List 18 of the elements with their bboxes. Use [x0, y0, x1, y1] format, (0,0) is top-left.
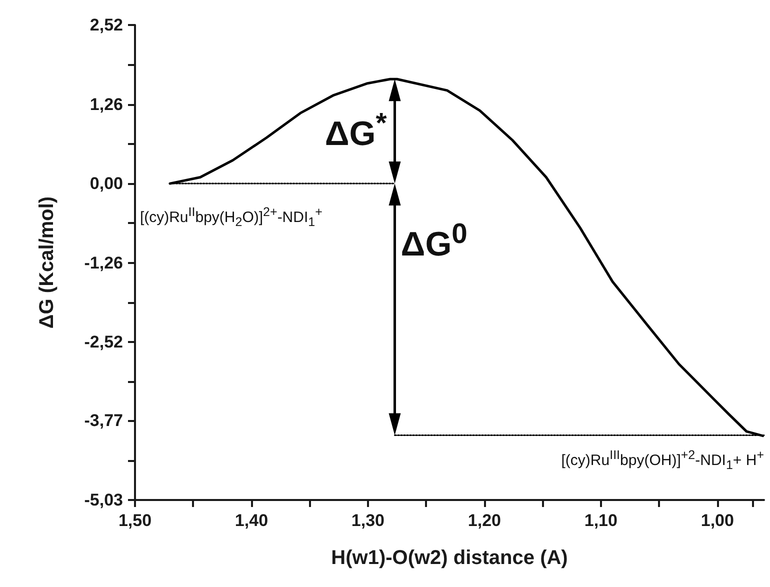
x-tick-label: 1,40: [234, 511, 268, 530]
y-tick-label: 0,00: [90, 174, 123, 194]
y-tick-label: -2,52: [84, 332, 123, 352]
x-tick-label: 1,30: [351, 511, 385, 530]
annotation: ΔG$^{*}$: [324, 108, 387, 154]
annotation: ΔG$^{0}$: [400, 218, 468, 264]
y-tick-label: 2,52: [90, 16, 123, 34]
y-tick-label: -1,26: [84, 253, 123, 272]
x-tick-label: 1,50: [118, 511, 152, 530]
y-tick-label: -5,03: [84, 490, 123, 510]
x-tick-label: 1,10: [584, 511, 618, 530]
x-tick-label: 1,20: [468, 511, 501, 530]
annotation: [(cy)Ru$^{III}$bpy(OH)]$^{+2}$-NDI$_{1}$+ H$^{+}$: [561, 448, 764, 473]
y-axis-title: ΔG (Kcal/mol): [36, 196, 58, 329]
y-tick-label: -3,77: [84, 411, 123, 430]
x-axis-title: H(w1)-O(w2) distance (A): [331, 547, 568, 569]
y-tick-label: 1,26: [90, 94, 123, 114]
x-tick-label: 1,00: [700, 511, 734, 530]
